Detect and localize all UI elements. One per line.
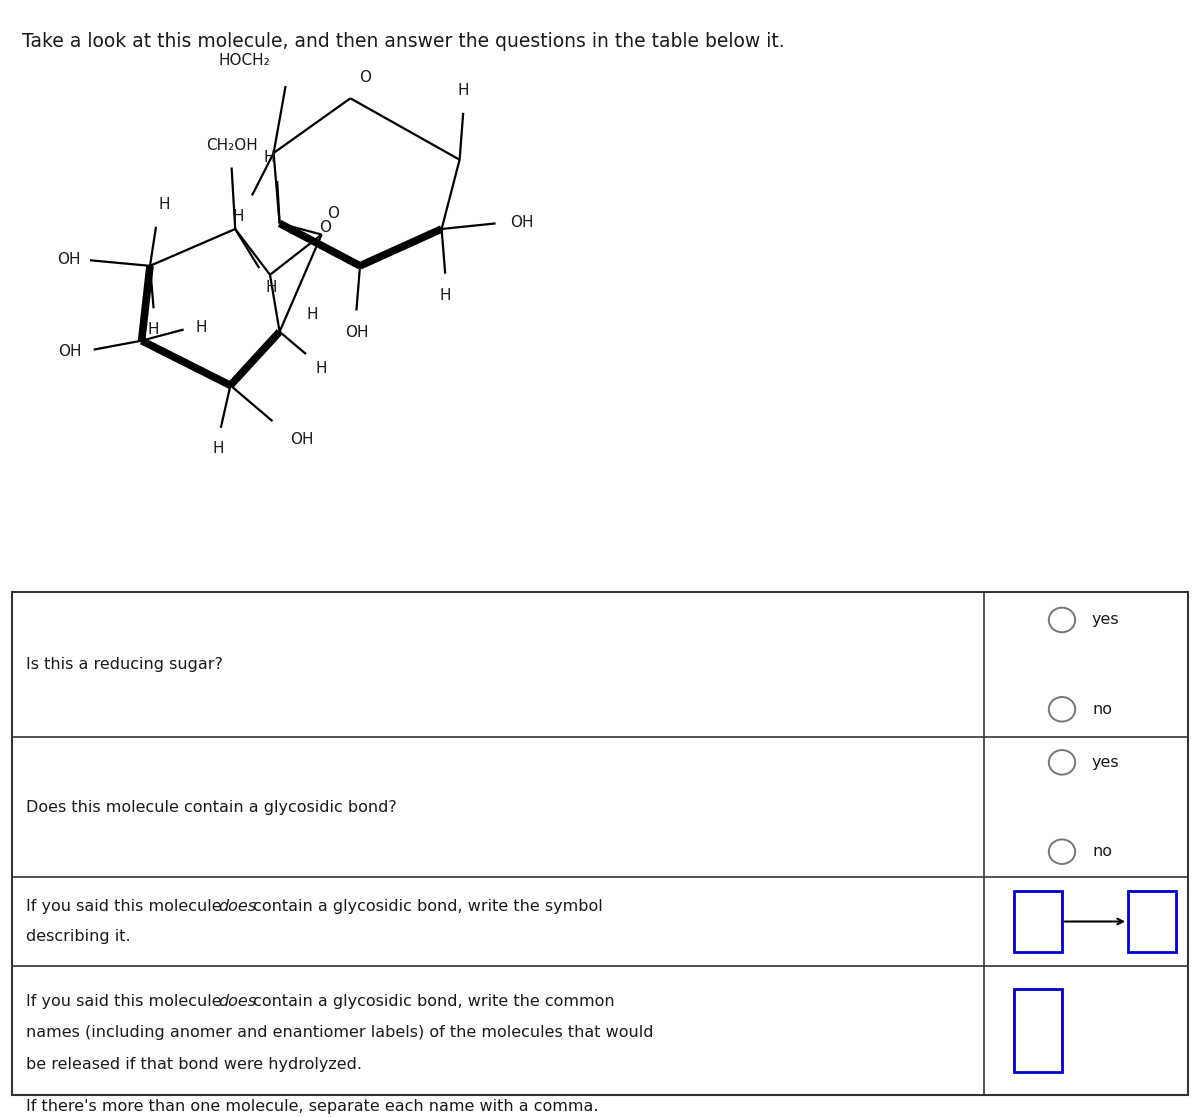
Text: H: H bbox=[316, 361, 328, 375]
Text: no: no bbox=[1092, 844, 1112, 859]
Text: names (including anomer and enantiomer labels) of the molecules that would: names (including anomer and enantiomer l… bbox=[26, 1025, 654, 1040]
Text: If you said this molecule: If you said this molecule bbox=[26, 994, 227, 1009]
Text: describing it.: describing it. bbox=[26, 929, 131, 944]
Text: H: H bbox=[148, 322, 160, 336]
Text: H: H bbox=[196, 319, 208, 335]
Text: HOCH₂: HOCH₂ bbox=[218, 54, 270, 68]
Text: contain a glycosidic bond, write the common: contain a glycosidic bond, write the com… bbox=[248, 994, 614, 1009]
Bar bbox=[1128, 891, 1176, 952]
Text: If there's more than one molecule, separate each name with a comma.: If there's more than one molecule, separ… bbox=[26, 1099, 599, 1114]
Text: contain a glycosidic bond, write the symbol: contain a glycosidic bond, write the sym… bbox=[248, 899, 602, 914]
Bar bbox=[1014, 891, 1062, 952]
Text: H: H bbox=[212, 441, 224, 456]
Text: does: does bbox=[218, 899, 257, 914]
Text: Is this a reducing sugar?: Is this a reducing sugar? bbox=[26, 657, 223, 672]
Text: Does this molecule contain a glycosidic bond?: Does this molecule contain a glycosidic … bbox=[26, 800, 397, 814]
Bar bbox=[12, 592, 1188, 1095]
Text: H: H bbox=[265, 280, 277, 295]
Bar bbox=[1014, 989, 1062, 1072]
Text: be released if that bond were hydrolyzed.: be released if that bond were hydrolyzed… bbox=[26, 1057, 362, 1071]
Text: does: does bbox=[218, 994, 257, 1009]
Text: O: O bbox=[319, 220, 331, 235]
Text: H: H bbox=[232, 209, 244, 223]
Text: OH: OH bbox=[510, 214, 534, 230]
Text: no: no bbox=[1092, 701, 1112, 717]
Text: OH: OH bbox=[56, 251, 80, 267]
Text: yes: yes bbox=[1092, 755, 1120, 770]
Text: OH: OH bbox=[58, 344, 82, 360]
Text: OH: OH bbox=[290, 432, 314, 447]
Text: If you said this molecule: If you said this molecule bbox=[26, 899, 227, 914]
Text: O: O bbox=[359, 70, 371, 85]
Text: H: H bbox=[306, 307, 318, 323]
Text: Take a look at this molecule, and then answer the questions in the table below i: Take a look at this molecule, and then a… bbox=[22, 31, 785, 51]
Text: H: H bbox=[158, 198, 170, 212]
Text: yes: yes bbox=[1092, 612, 1120, 628]
Text: H: H bbox=[263, 151, 275, 165]
Text: O: O bbox=[328, 207, 340, 221]
Text: OH: OH bbox=[344, 325, 368, 340]
Text: H: H bbox=[439, 288, 451, 303]
Text: H: H bbox=[457, 84, 469, 98]
Text: CH₂OH: CH₂OH bbox=[205, 139, 258, 153]
